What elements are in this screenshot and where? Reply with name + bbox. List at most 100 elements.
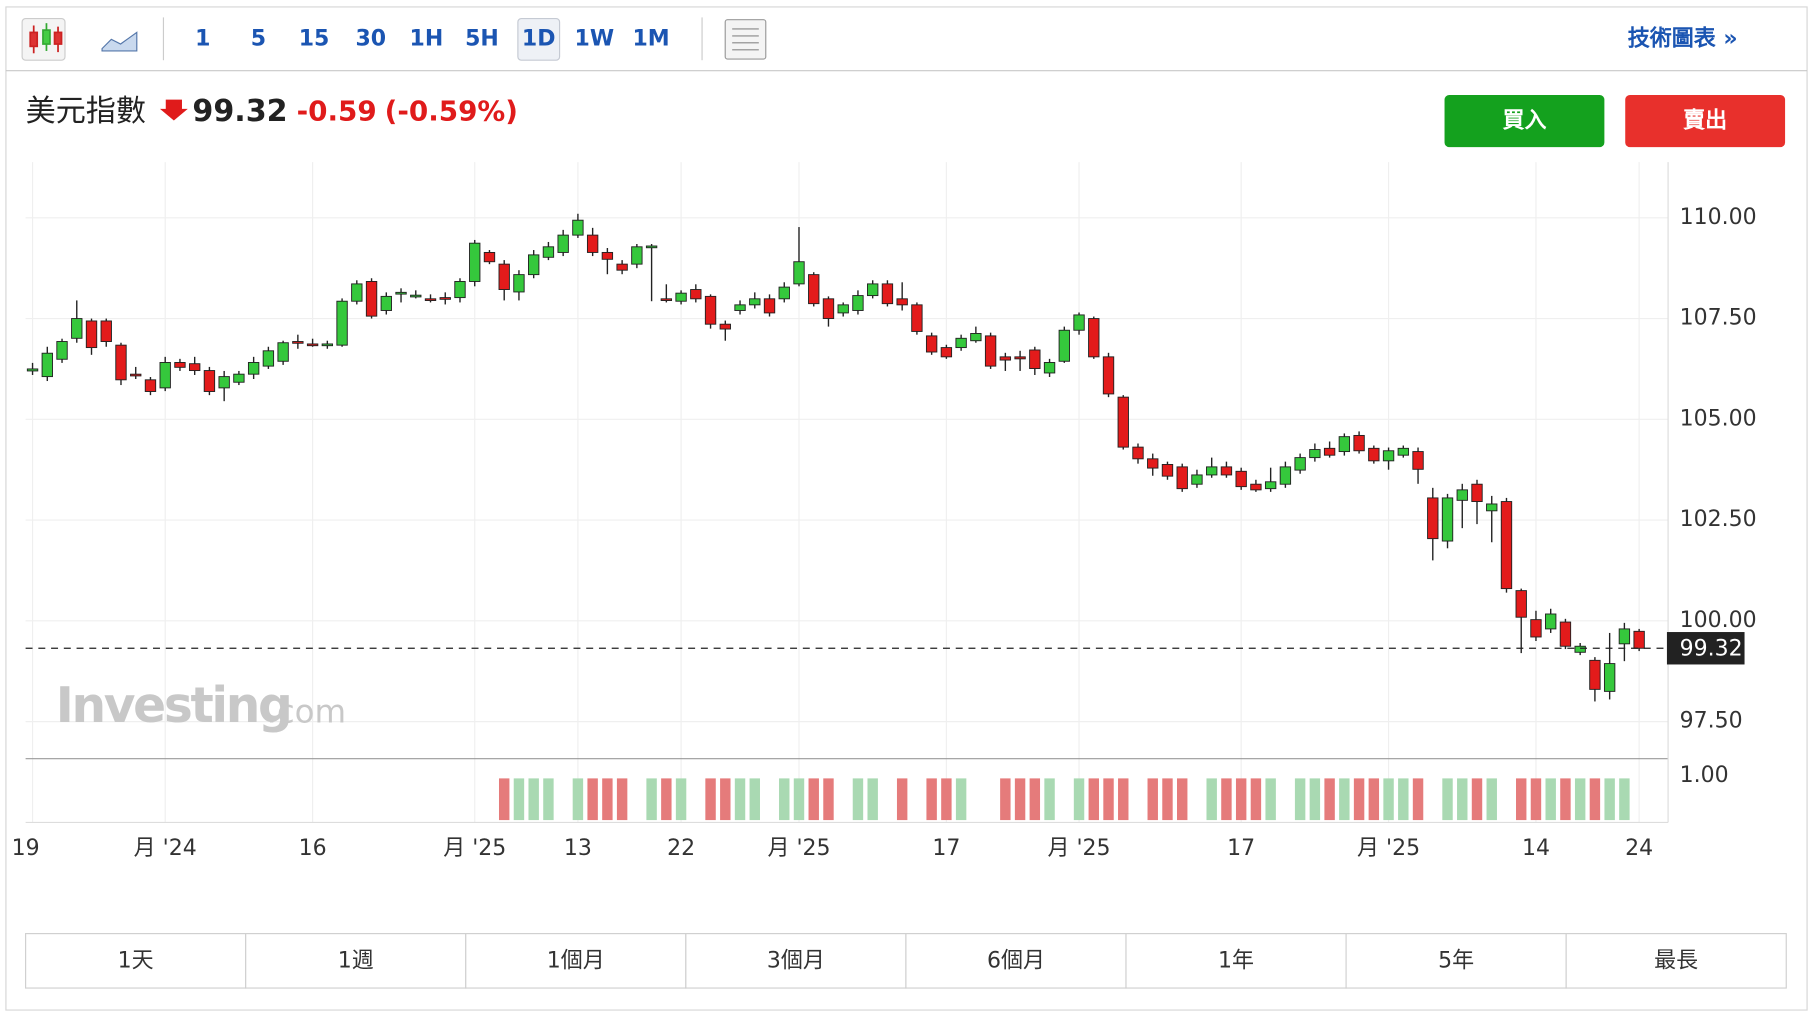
range-tab[interactable] <box>465 933 687 989</box>
range-bar: 1天 1週 1個月 3個月 6個月 1年 5年 最長 <box>25 933 1787 989</box>
volume-bar <box>1545 778 1556 821</box>
volume-bar <box>1088 778 1099 821</box>
candle-body <box>498 263 510 290</box>
range-label[interactable]: 1個月 <box>547 948 605 973</box>
interval-button[interactable]: 30 <box>355 26 386 51</box>
range-label[interactable]: 3個月 <box>767 948 825 973</box>
range-tab[interactable] <box>25 933 247 989</box>
candle-body <box>793 261 805 285</box>
x-tick-label: 月 '25 <box>1048 836 1111 861</box>
instrument-name: 美元指數 <box>26 94 146 129</box>
volume-bar <box>823 778 834 821</box>
candle-body <box>56 341 68 360</box>
candle-body <box>1220 466 1233 476</box>
x-tick-label: 月 '25 <box>1357 836 1420 861</box>
range-label[interactable]: 1天 <box>118 948 154 973</box>
volume-bar <box>1471 778 1483 821</box>
candle-body <box>1235 470 1247 488</box>
x-tick-label: 13 <box>564 836 592 861</box>
price-change: -0.59 <box>297 94 377 127</box>
candle-body <box>1102 356 1115 395</box>
volume-bar <box>779 778 790 821</box>
sell-label[interactable]: 賣出 <box>1683 109 1727 134</box>
candle-body <box>970 333 982 342</box>
interval-button[interactable]: 5 <box>251 26 266 51</box>
volume-bar <box>1442 778 1453 821</box>
range-label[interactable]: 1年 <box>1218 948 1254 973</box>
range-label[interactable]: 6個月 <box>987 948 1045 973</box>
volume-bar <box>1339 778 1350 821</box>
candle-body <box>896 298 908 306</box>
candle-body <box>218 376 230 389</box>
candle-body <box>410 294 422 298</box>
candle-body <box>984 335 997 367</box>
last-price-tag-label: 99.32 <box>1680 636 1743 661</box>
candle-body <box>1500 501 1513 590</box>
candle-body <box>1014 356 1026 360</box>
line-icon[interactable] <box>101 31 138 52</box>
candle-body <box>528 254 540 276</box>
candle-body <box>100 320 112 342</box>
range-label[interactable]: 1週 <box>338 948 374 973</box>
candle-body <box>1073 314 1085 331</box>
interval-button[interactable]: 1W <box>575 26 615 51</box>
candle-body <box>940 347 953 358</box>
interval-button[interactable]: 1M <box>632 26 669 51</box>
range-tab[interactable] <box>1345 933 1567 989</box>
range-tab[interactable] <box>245 933 467 989</box>
range-tab[interactable] <box>1125 933 1347 989</box>
interval-button[interactable]: 15 <box>299 26 330 51</box>
candle-body <box>321 343 334 347</box>
candle-body <box>513 274 525 293</box>
candle-body <box>1456 489 1468 501</box>
volume-bar <box>1250 778 1262 821</box>
range-label[interactable]: 最長 <box>1654 948 1698 973</box>
volume-bar <box>955 778 967 821</box>
candle-body <box>1486 503 1498 512</box>
interval-button[interactable]: 1D <box>522 26 556 51</box>
interval-button[interactable]: 5H <box>465 26 499 51</box>
candle-icon <box>29 25 39 54</box>
volume-bar <box>1265 778 1276 821</box>
candle-body <box>1132 446 1144 460</box>
volume-tick-label: 1.00 <box>1680 763 1729 788</box>
candle-body <box>955 337 967 349</box>
volume-bar <box>587 778 598 821</box>
volume-bar <box>1398 778 1409 821</box>
buy-button[interactable] <box>1444 94 1605 148</box>
candle-body <box>1412 451 1424 470</box>
candle-body <box>41 352 53 378</box>
technical-chart-link[interactable]: 技術圖表 » <box>1628 25 1738 51</box>
sell-button[interactable] <box>1625 94 1786 148</box>
candle-body <box>881 283 894 305</box>
volume-bar <box>1530 778 1542 821</box>
candle-body <box>749 298 761 306</box>
layout-icon[interactable] <box>724 19 767 60</box>
volume-bar <box>1235 778 1247 821</box>
candle-body <box>1382 450 1395 462</box>
candle-body <box>631 246 643 265</box>
volume-bar <box>867 778 878 821</box>
interval-button[interactable]: 1H <box>410 26 444 51</box>
candle-body <box>1309 449 1321 459</box>
candle-body <box>867 283 879 297</box>
volume-bar <box>1309 778 1321 821</box>
candle-body <box>734 304 746 311</box>
range-label[interactable]: 5年 <box>1438 948 1474 973</box>
candle-body <box>1530 619 1542 638</box>
volume-bar <box>1412 778 1424 821</box>
last-price-tag <box>1666 632 1745 665</box>
volume-bar <box>926 778 937 821</box>
candle-body <box>424 298 437 302</box>
buy-label[interactable]: 買入 <box>1502 109 1546 134</box>
x-tick-label: 月 '24 <box>134 836 197 861</box>
candle-body <box>1176 466 1188 490</box>
x-tick-label: 月 '25 <box>443 836 506 861</box>
active-interval-box[interactable] <box>517 17 561 61</box>
range-tab[interactable] <box>905 933 1127 989</box>
range-tab[interactable] <box>1565 933 1787 989</box>
candle-icon-3 <box>53 26 63 53</box>
candle-body <box>1043 362 1056 374</box>
volume-bar <box>1457 778 1468 821</box>
interval-button[interactable]: 1 <box>195 26 210 51</box>
